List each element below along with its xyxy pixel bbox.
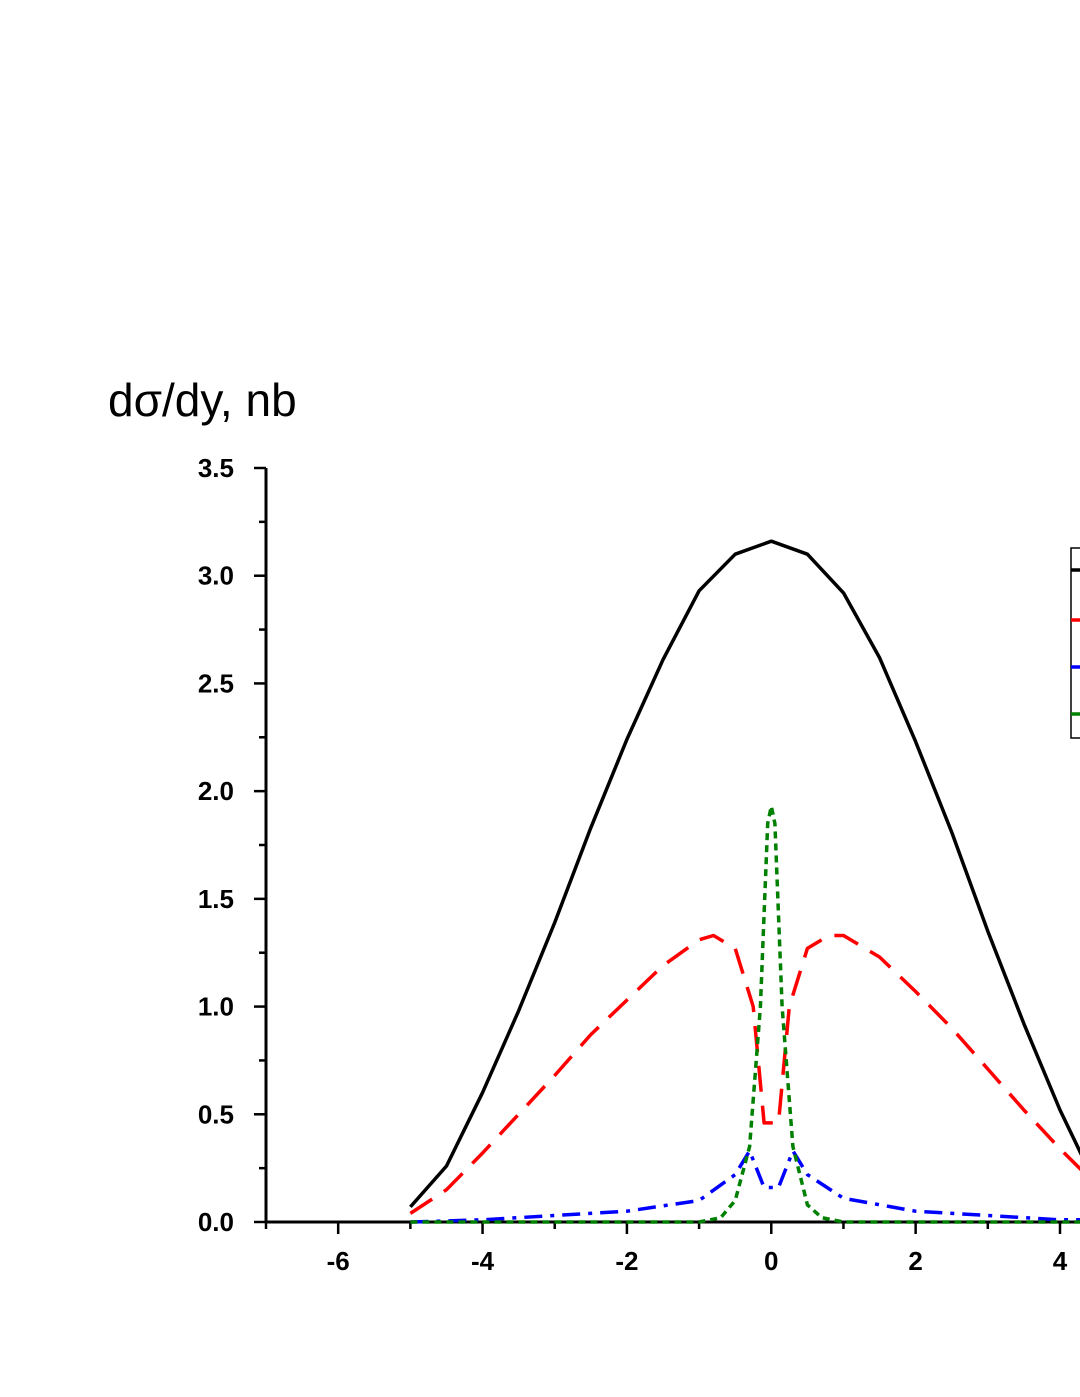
x-axis: -6 -4 -2 0 2 4 bbox=[264, 1220, 1080, 1276]
y-axis-label: dσ/dy, nb bbox=[108, 374, 297, 426]
y-tick-label: 2.0 bbox=[198, 776, 234, 806]
plot-series bbox=[409, 539, 1080, 1224]
x-tick-label: 4 bbox=[1053, 1246, 1068, 1276]
legend-box bbox=[1070, 547, 1080, 739]
x-tick-label: -2 bbox=[615, 1246, 638, 1276]
series-line-4 bbox=[410, 804, 1080, 1224]
legend bbox=[1070, 547, 1080, 739]
x-tick-label: 2 bbox=[908, 1246, 922, 1276]
series-line-2 bbox=[409, 933, 1080, 1215]
y-axis: 0.0 0.5 1.0 1.5 2.0 2.5 3.0 3.5 bbox=[198, 453, 268, 1237]
y-tick-label: 2.5 bbox=[198, 668, 234, 698]
y-tick-label: 1.5 bbox=[198, 884, 234, 914]
y-tick-label: 0.5 bbox=[198, 1099, 234, 1129]
y-tick-label: 3.0 bbox=[198, 561, 234, 591]
x-tick-label: -6 bbox=[327, 1246, 350, 1276]
series-line-3 bbox=[410, 1149, 1080, 1224]
y-tick-label: 1.0 bbox=[198, 992, 234, 1022]
x-tick-label: -4 bbox=[471, 1246, 495, 1276]
series-line-1 bbox=[409, 539, 1080, 1209]
y-tick-label: 3.5 bbox=[198, 453, 234, 483]
x-tick-label: 0 bbox=[764, 1246, 778, 1276]
y-tick-label: 0.0 bbox=[198, 1207, 234, 1237]
